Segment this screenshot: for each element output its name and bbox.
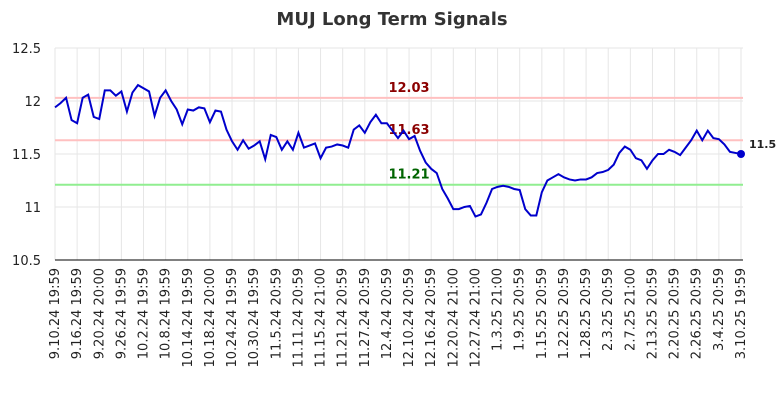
y-tick-label: 11.5 [12, 148, 41, 163]
price-line [54, 83, 742, 218]
y-tick-label: 11 [24, 201, 41, 216]
x-tick-label: 11.21.24 20:59 [336, 268, 351, 368]
y-tick-label: 10.5 [12, 254, 41, 269]
x-tick-label: 11.5.24 20:59 [269, 268, 284, 359]
y-tick-label: 12 [24, 95, 41, 110]
x-tick-label: 12.4.24 20:59 [380, 268, 395, 359]
x-tick-label: 1.22.25 20:59 [557, 268, 572, 359]
x-tick-label: 12.16.24 20:59 [424, 268, 439, 368]
signal-label: 11.63 [388, 123, 429, 138]
x-tick-label: 1.28.25 20:59 [579, 268, 594, 359]
x-tick-label: 11.27.24 20:59 [358, 268, 373, 368]
x-tick-label: 11.11.24 20:59 [291, 268, 306, 368]
x-tick-label: 2.26.25 20:59 [690, 268, 705, 359]
x-tick-label: 3.4.25 20:59 [712, 268, 727, 351]
x-tick-label: 10.14.24 19:59 [181, 268, 196, 368]
x-tick-label: 10.2.24 19:59 [137, 268, 152, 359]
x-tick-label: 9.26.24 19:59 [114, 268, 129, 359]
y-tick-label: 12.5 [12, 42, 41, 57]
x-tick-label: 12.10.24 20:59 [402, 268, 417, 368]
x-tick-label: 2.20.25 20:59 [668, 268, 683, 359]
signal-label: 12.03 [388, 81, 429, 96]
x-tick-label: 2.7.25 21:00 [623, 268, 638, 351]
x-tick-label: 9.20.24 20:00 [92, 268, 107, 359]
x-tick-label: 10.30.24 19:59 [247, 268, 262, 368]
x-tick-label: 10.8.24 19:59 [159, 268, 174, 359]
x-tick-label: 10.18.24 20:00 [203, 268, 218, 368]
x-tick-label: 9.10.24 19:59 [48, 268, 63, 359]
x-tick-label: 12.27.24 21:00 [468, 268, 483, 368]
x-tick-label: 1.3.25 21:00 [491, 268, 506, 351]
x-tick-label: 1.9.25 20:59 [513, 268, 528, 351]
x-tick-label: 10.24.24 19:59 [225, 268, 240, 368]
chart-title: MUJ Long Term Signals [276, 9, 507, 30]
signal-label: 11.21 [388, 168, 429, 183]
x-tick-label: 1.15.25 20:59 [535, 268, 550, 359]
x-tick-label: 2.3.25 20:59 [601, 268, 616, 351]
x-tick-label: 3.10.25 19:59 [734, 268, 749, 359]
x-tick-label: 9.16.24 19:59 [70, 268, 85, 359]
x-tick-label: 12.20.24 21:00 [446, 268, 461, 368]
last-point [737, 150, 745, 158]
x-tick-label: 2.13.25 20:59 [645, 268, 660, 359]
x-tick-label: 11.15.24 21:00 [314, 268, 329, 368]
last-value-label: 11.5 [749, 138, 776, 151]
